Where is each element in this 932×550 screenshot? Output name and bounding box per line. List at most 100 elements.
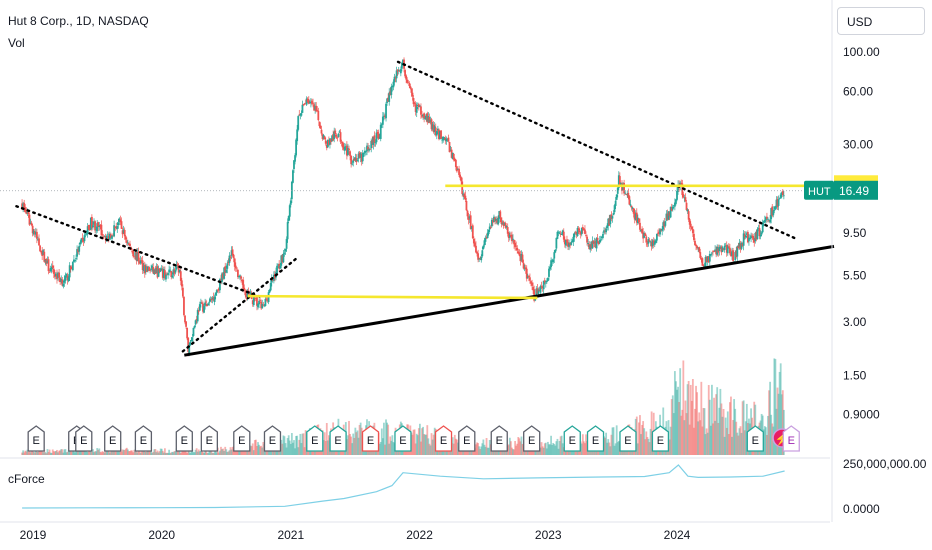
volume-bar — [45, 453, 48, 455]
candle-body — [696, 246, 699, 249]
candle-body — [278, 263, 281, 269]
volume-bar — [196, 451, 199, 455]
earnings-marker-19[interactable]: E — [586, 425, 605, 452]
earnings-marker-12[interactable]: E — [361, 425, 380, 452]
earnings-marker-11[interactable]: E — [329, 425, 347, 452]
earnings-marker-17[interactable]: E — [523, 425, 541, 452]
candle-body — [668, 212, 671, 216]
candle-body — [191, 337, 194, 342]
candle-body — [582, 228, 585, 231]
candle-body — [480, 256, 483, 261]
earnings-marker-10[interactable]: E — [306, 425, 324, 452]
candle-body — [625, 194, 628, 195]
candle-body — [486, 232, 489, 239]
volume-bar — [712, 423, 714, 455]
earnings-marker-6[interactable]: E — [175, 425, 193, 452]
candle-body — [438, 129, 440, 140]
candle-body — [499, 211, 502, 218]
candle-body — [514, 243, 517, 247]
candle-body — [451, 152, 454, 160]
candle-body — [201, 302, 203, 304]
candle-body — [620, 183, 622, 185]
candle-body — [63, 279, 66, 283]
earnings-marker-4[interactable]: E — [104, 425, 122, 452]
candle-body — [263, 304, 266, 306]
candle-body — [88, 228, 91, 231]
volume-bar — [205, 451, 208, 455]
volume-bar — [606, 442, 609, 455]
candle-body — [407, 81, 410, 83]
earnings-marker-9[interactable]: E — [263, 425, 282, 452]
candle-body — [51, 265, 54, 268]
candle-body — [167, 273, 169, 275]
candle-body — [58, 272, 60, 278]
volume-bar — [428, 443, 431, 455]
earnings-marker-21[interactable]: E — [651, 425, 670, 452]
candle-body — [671, 206, 674, 210]
candle-body — [409, 86, 412, 89]
earnings-marker-16[interactable]: E — [490, 425, 508, 452]
candle-body — [526, 276, 529, 278]
earnings-marker-8[interactable]: E — [233, 425, 251, 452]
candle-body — [555, 237, 558, 249]
candle-body — [207, 303, 210, 306]
volume-bar — [485, 437, 488, 455]
volume-bar — [486, 447, 489, 455]
volume-bar — [296, 435, 299, 455]
volume-bar — [478, 446, 481, 455]
earnings-marker-5[interactable]: E — [134, 425, 153, 452]
candle-body — [71, 261, 74, 271]
earnings-marker-13[interactable]: E — [394, 425, 412, 452]
earnings-marker-22[interactable]: E — [746, 425, 764, 452]
earnings-marker-18[interactable]: E — [563, 425, 581, 452]
candle-body — [509, 234, 512, 237]
volume-bar — [147, 449, 149, 455]
candle-body — [459, 174, 461, 178]
volume-bar — [735, 421, 738, 455]
volume-bar — [123, 450, 126, 455]
candle-body — [565, 239, 567, 246]
volume-bar — [764, 427, 767, 455]
volume-bar — [178, 449, 181, 455]
candle-body — [769, 219, 772, 223]
volume-bar — [172, 452, 175, 455]
candle-body — [139, 260, 142, 264]
earnings-marker-7[interactable]: E — [200, 425, 218, 452]
candle-body — [233, 258, 236, 267]
marker-box — [586, 425, 605, 452]
volume-bar — [722, 408, 725, 455]
candle-body — [737, 246, 740, 248]
volume-bar — [716, 387, 719, 455]
candle-body — [481, 250, 484, 257]
candle-body — [83, 235, 86, 242]
earnings-marker-14[interactable]: E — [434, 425, 453, 452]
earnings-marker-15[interactable]: E — [458, 425, 476, 452]
earnings-marker-20[interactable]: E — [619, 425, 637, 452]
candle-body — [385, 103, 387, 119]
volume-bar — [457, 442, 459, 455]
volume-bar — [65, 452, 68, 455]
volume-bar — [472, 448, 475, 455]
indicator-label[interactable]: cForce — [8, 472, 45, 486]
volume-bar — [675, 381, 677, 455]
candle-body — [307, 100, 310, 104]
candle-body — [220, 279, 222, 281]
volume-bar — [547, 441, 549, 455]
earnings-marker-24[interactable]: E — [782, 425, 800, 452]
volume-bar — [650, 411, 653, 455]
volume-bar — [422, 426, 424, 455]
earnings-marker-1[interactable]: E — [27, 425, 45, 452]
candle-body — [670, 207, 673, 211]
candle-body — [756, 229, 759, 240]
candle-body — [59, 277, 62, 282]
earnings-markers[interactable]: EEEEEEEEEEEEEEEEEEEEEE⚡E — [27, 425, 800, 452]
marker-box — [619, 425, 637, 452]
candle-body — [102, 236, 105, 238]
volume-bar — [690, 400, 693, 455]
earnings-marker-3[interactable]: E — [75, 425, 93, 452]
volume-bar — [604, 437, 606, 455]
currency-button[interactable]: USD — [837, 7, 925, 35]
candle-body — [141, 260, 144, 271]
